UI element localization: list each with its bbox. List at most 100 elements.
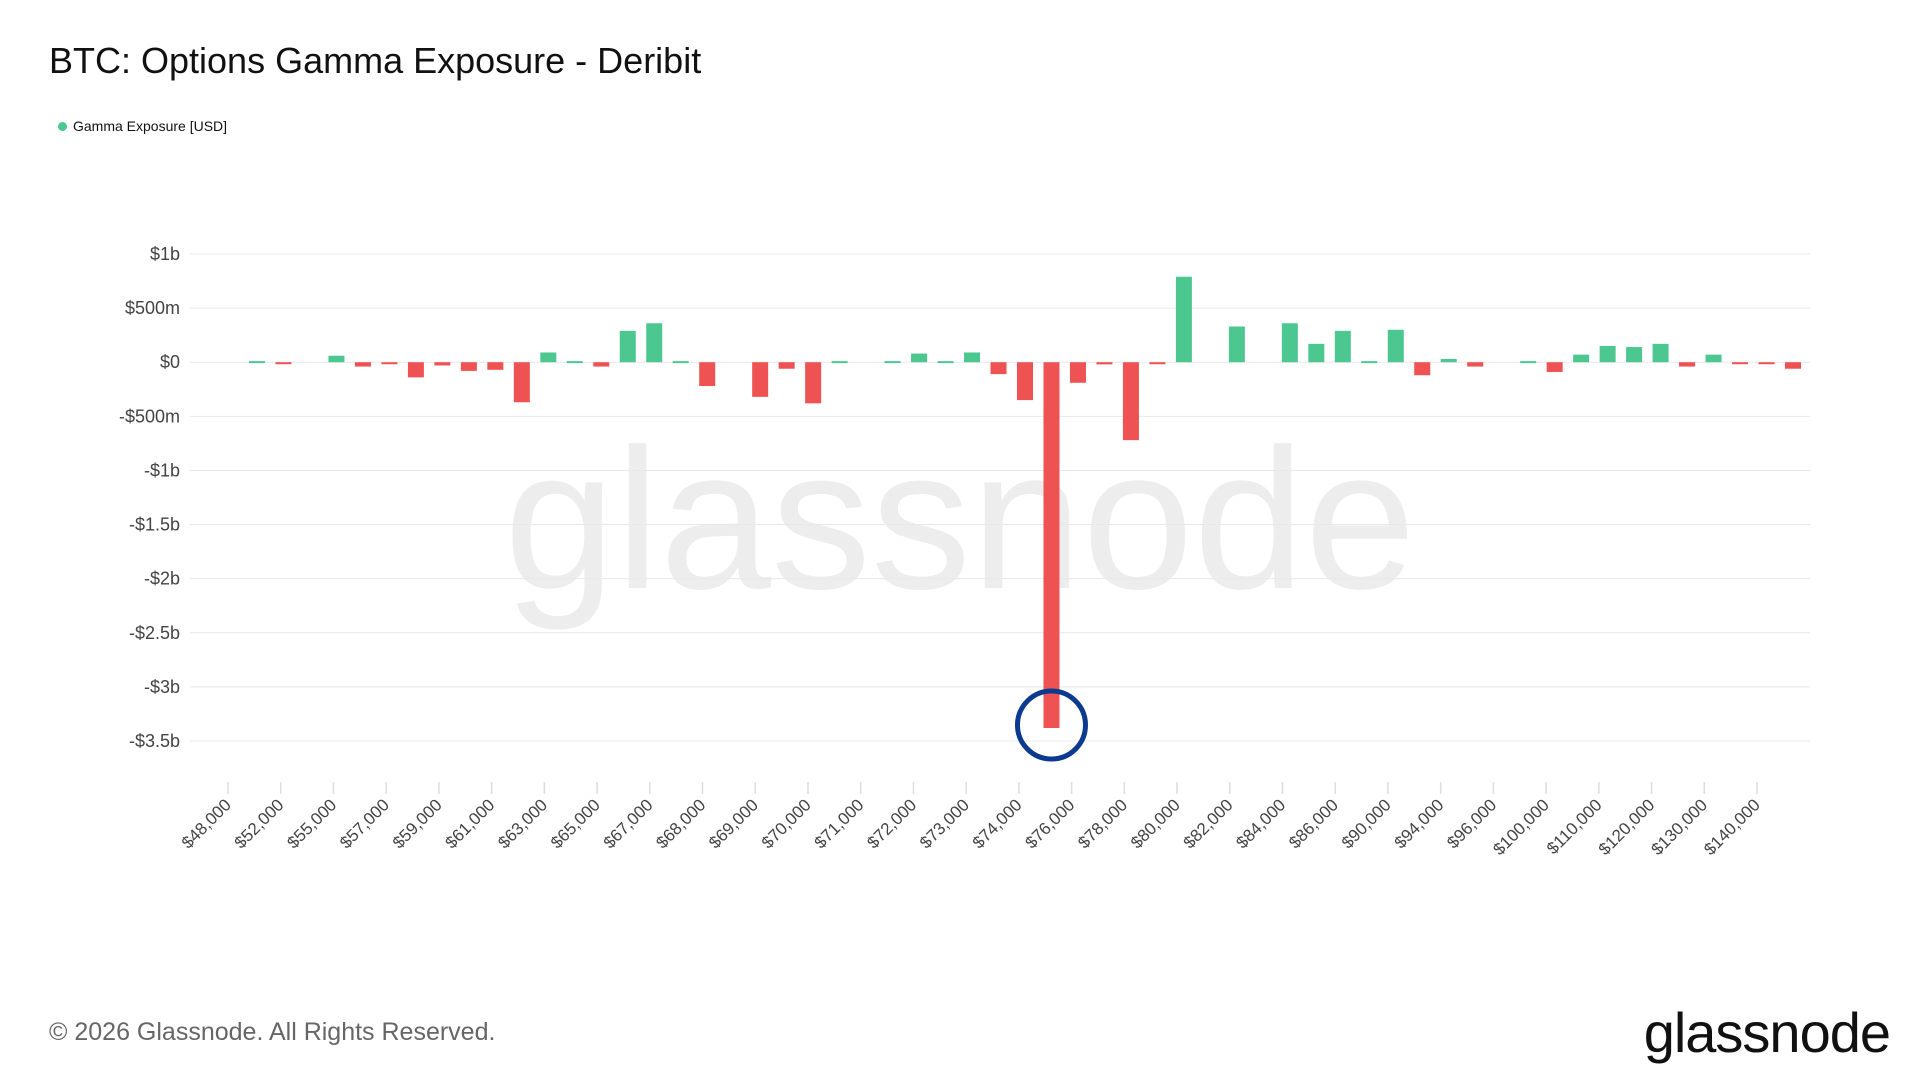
bar bbox=[831, 361, 848, 364]
bar bbox=[884, 361, 901, 364]
x-tick-label: $80,000 bbox=[1127, 795, 1184, 852]
x-tick-label: $57,000 bbox=[336, 795, 393, 852]
glassnode-logo[interactable]: glassnode bbox=[1643, 1001, 1891, 1064]
bar bbox=[1308, 343, 1325, 363]
bar bbox=[1467, 362, 1484, 367]
x-tick-label: $94,000 bbox=[1391, 795, 1448, 852]
y-tick-label: -$1.5b bbox=[129, 515, 180, 535]
x-tick-label: $84,000 bbox=[1232, 795, 1289, 852]
bar bbox=[1096, 362, 1113, 365]
y-tick-label: $0 bbox=[160, 352, 180, 372]
bar bbox=[1758, 362, 1775, 365]
bar bbox=[1387, 329, 1404, 363]
bar bbox=[1069, 362, 1086, 383]
bar bbox=[1599, 345, 1616, 363]
x-tick-label: $73,000 bbox=[916, 795, 973, 852]
x-tick-label: $120,000 bbox=[1595, 795, 1659, 859]
legend[interactable]: Gamma Exposure [USD] bbox=[58, 118, 227, 134]
highlight-circle bbox=[1014, 688, 1088, 762]
x-tick-label: $140,000 bbox=[1700, 795, 1764, 859]
bar bbox=[460, 362, 477, 371]
y-tick-label: -$2b bbox=[144, 569, 180, 589]
watermark: glassnode bbox=[504, 408, 1416, 631]
bar bbox=[1440, 358, 1457, 363]
bar bbox=[699, 362, 716, 387]
bar bbox=[1414, 362, 1431, 376]
bar bbox=[1705, 354, 1722, 363]
copyright-text: © 2026 Glassnode. All Rights Reserved. bbox=[49, 1018, 496, 1046]
y-tick-label: $500m bbox=[125, 298, 180, 318]
bar bbox=[1228, 326, 1245, 363]
bar bbox=[1679, 362, 1696, 367]
bar bbox=[1017, 362, 1033, 401]
bar bbox=[911, 353, 928, 363]
bar bbox=[1281, 323, 1298, 363]
x-tick-label: $78,000 bbox=[1074, 795, 1131, 852]
bar bbox=[805, 362, 822, 404]
bar bbox=[646, 323, 663, 363]
bar bbox=[1175, 276, 1192, 363]
x-tick-label: $130,000 bbox=[1648, 795, 1712, 859]
x-tick-label: $110,000 bbox=[1543, 795, 1606, 858]
bar bbox=[1546, 362, 1563, 372]
x-tick-label: $72,000 bbox=[863, 795, 920, 852]
bar bbox=[487, 362, 504, 370]
x-tick-label: $63,000 bbox=[494, 795, 551, 852]
x-tick-label: $74,000 bbox=[969, 795, 1026, 852]
x-tick-label: $69,000 bbox=[705, 795, 762, 852]
bar bbox=[407, 362, 424, 378]
bar bbox=[354, 362, 371, 367]
bar bbox=[672, 361, 689, 364]
y-tick-label: -$1b bbox=[144, 460, 180, 480]
y-tick-label: -$3.5b bbox=[129, 731, 180, 751]
bar bbox=[1573, 354, 1590, 363]
x-tick-label: $86,000 bbox=[1285, 795, 1342, 852]
bar bbox=[566, 361, 583, 364]
bar bbox=[593, 362, 610, 367]
bar bbox=[1785, 362, 1801, 369]
bar bbox=[619, 330, 636, 363]
legend-dot-icon bbox=[58, 121, 67, 131]
y-tick-label: -$3b bbox=[144, 677, 180, 697]
y-tick-label: -$500m bbox=[119, 406, 180, 426]
x-tick-label: $67,000 bbox=[600, 795, 657, 852]
bar bbox=[540, 352, 557, 363]
x-tick-label: $61,000 bbox=[442, 795, 499, 852]
bar bbox=[752, 362, 769, 397]
bar bbox=[1520, 361, 1537, 364]
x-tick-label: $59,000 bbox=[389, 795, 446, 852]
bar bbox=[1626, 347, 1643, 363]
bar bbox=[1334, 330, 1351, 363]
bar bbox=[964, 352, 981, 363]
bar bbox=[328, 355, 345, 363]
bar bbox=[434, 362, 451, 366]
y-tick-label: $1b bbox=[150, 244, 180, 264]
legend-label: Gamma Exposure [USD] bbox=[73, 118, 228, 134]
bar bbox=[1732, 362, 1749, 365]
bar bbox=[1043, 362, 1060, 729]
bar bbox=[990, 362, 1007, 375]
bar bbox=[1652, 343, 1669, 363]
y-tick-label: -$2.5b bbox=[129, 623, 180, 643]
bar bbox=[275, 362, 292, 365]
bar bbox=[937, 361, 954, 364]
x-tick-label: $70,000 bbox=[758, 795, 815, 852]
bar bbox=[1122, 362, 1139, 441]
bar bbox=[381, 362, 398, 365]
x-tick-label: $52,000 bbox=[231, 795, 288, 852]
chart-title: BTC: Options Gamma Exposure - Deribit bbox=[49, 40, 702, 81]
bar bbox=[1361, 361, 1378, 364]
x-tick-label: $71,000 bbox=[811, 795, 868, 852]
x-tick-label: $90,000 bbox=[1338, 795, 1395, 852]
bar bbox=[249, 361, 265, 364]
x-tick-label: $48,000 bbox=[178, 795, 235, 852]
x-tick-label: $65,000 bbox=[547, 795, 604, 852]
x-tick-label: $100,000 bbox=[1489, 795, 1553, 859]
x-tick-label: $55,000 bbox=[283, 795, 340, 852]
bar bbox=[513, 362, 530, 403]
x-tick-label: $82,000 bbox=[1180, 795, 1237, 852]
x-tick-label: $68,000 bbox=[652, 795, 709, 852]
bar bbox=[1149, 362, 1166, 365]
x-tick-label: $76,000 bbox=[1022, 795, 1079, 852]
